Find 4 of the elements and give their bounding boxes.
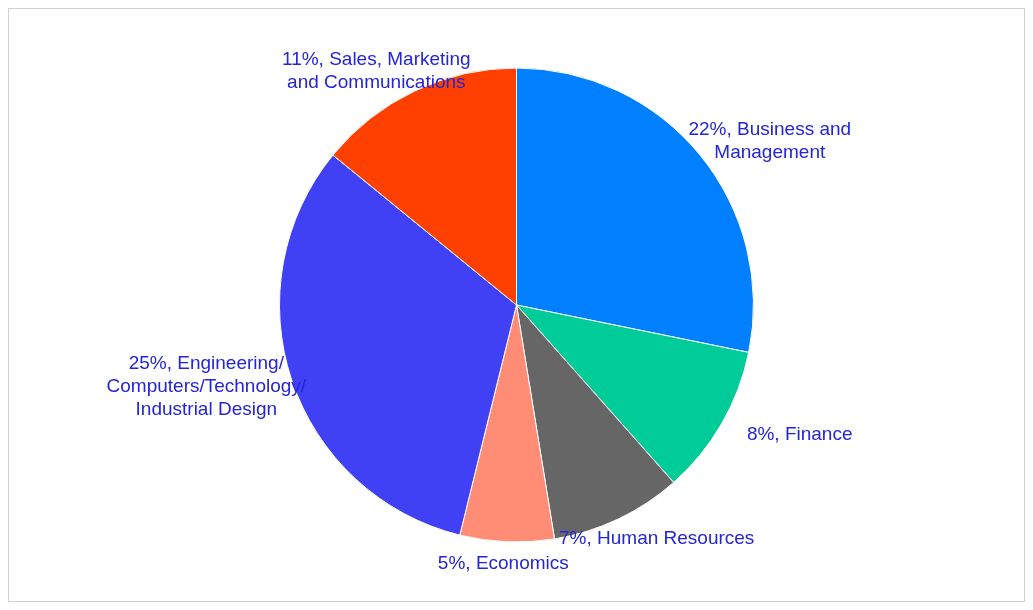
slice-label: 22%, Business and Management: [688, 117, 852, 162]
slice-label: 5%, Economics: [437, 552, 569, 574]
slice-label: 8%, Finance: [746, 422, 853, 444]
slice-label: 7%, Human Resources: [558, 527, 755, 549]
